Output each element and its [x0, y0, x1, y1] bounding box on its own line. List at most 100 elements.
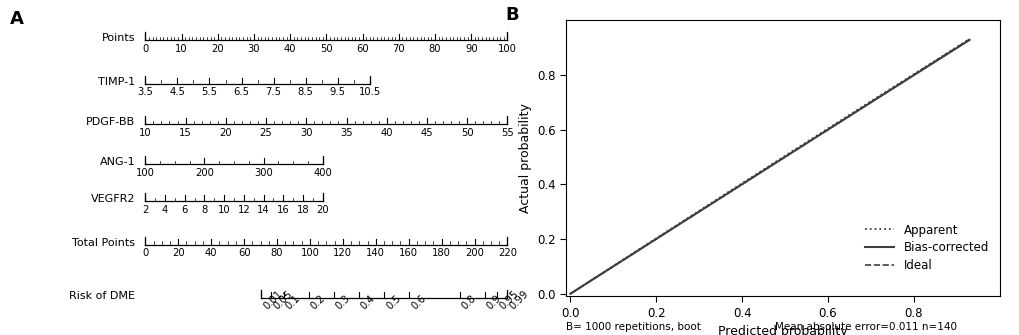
Text: A: A [10, 10, 24, 28]
Text: 12: 12 [237, 205, 250, 215]
Text: 90: 90 [465, 44, 477, 54]
Text: 0.95: 0.95 [497, 288, 520, 311]
Text: 80: 80 [270, 248, 283, 258]
Bias-corrected [801, 140, 813, 144]
Text: 10: 10 [175, 44, 187, 54]
Text: 10: 10 [139, 128, 152, 138]
Text: 30: 30 [248, 44, 260, 54]
Text: 8: 8 [201, 205, 208, 215]
Ideal [900, 77, 912, 81]
Apparent [808, 135, 820, 139]
Ideal [566, 291, 578, 295]
Text: 5.5: 5.5 [202, 87, 217, 97]
Text: 0.3: 0.3 [334, 293, 352, 311]
Text: 0.2: 0.2 [309, 293, 327, 311]
Text: 70: 70 [392, 44, 405, 54]
Ideal [564, 292, 576, 296]
Line: Apparent: Apparent [570, 39, 969, 294]
Text: 30: 30 [300, 128, 312, 138]
Bias-corrected [925, 62, 937, 66]
Text: 15: 15 [179, 128, 192, 138]
Line: Ideal: Ideal [570, 39, 969, 294]
Text: 0.8: 0.8 [460, 293, 478, 311]
Text: 100: 100 [497, 44, 517, 54]
Apparent [566, 291, 578, 295]
Bias-corrected [800, 141, 812, 145]
Text: 6: 6 [181, 205, 187, 215]
Text: 20: 20 [316, 205, 329, 215]
Text: 4.5: 4.5 [169, 87, 185, 97]
Text: 50: 50 [320, 44, 332, 54]
Text: 0: 0 [142, 248, 149, 258]
Text: ANG-1: ANG-1 [100, 157, 135, 168]
Text: 0.99: 0.99 [507, 288, 530, 311]
Text: B: B [505, 6, 519, 24]
Text: 40: 40 [283, 44, 297, 54]
Ideal [801, 140, 813, 144]
Text: 50: 50 [461, 128, 473, 138]
Text: B= 1000 repetitions, boot: B= 1000 repetitions, boot [566, 322, 700, 332]
Text: PDGF-BB: PDGF-BB [86, 117, 135, 127]
Text: 20: 20 [211, 44, 224, 54]
Text: 4: 4 [162, 205, 168, 215]
Text: Points: Points [102, 34, 135, 44]
Text: 35: 35 [340, 128, 353, 138]
Text: 45: 45 [420, 128, 433, 138]
Text: 40: 40 [205, 248, 217, 258]
Text: 10.5: 10.5 [359, 87, 381, 97]
Text: Risk of DME: Risk of DME [69, 291, 135, 302]
Bias-corrected [900, 78, 912, 82]
Text: Total Points: Total Points [72, 238, 135, 248]
Text: 7.5: 7.5 [265, 87, 281, 97]
Text: 120: 120 [333, 248, 352, 258]
Text: VEGFR2: VEGFR2 [91, 194, 135, 204]
Text: 0.4: 0.4 [359, 293, 377, 311]
Text: 55: 55 [500, 128, 514, 138]
Apparent [800, 140, 812, 144]
Text: 18: 18 [297, 205, 309, 215]
Text: 60: 60 [237, 248, 251, 258]
Ideal [963, 37, 975, 41]
Text: Mean absolute error=0.011 n=140: Mean absolute error=0.011 n=140 [774, 322, 956, 332]
Text: 180: 180 [432, 248, 450, 258]
Text: 40: 40 [380, 128, 392, 138]
Text: 14: 14 [257, 205, 270, 215]
Ideal [925, 61, 937, 65]
Apparent [564, 292, 576, 296]
X-axis label: Predicted probability: Predicted probability [717, 325, 847, 335]
Text: 220: 220 [497, 248, 517, 258]
Text: TIMP-1: TIMP-1 [98, 77, 135, 87]
Text: 200: 200 [465, 248, 483, 258]
Text: 0.9: 0.9 [484, 293, 502, 311]
Ideal [800, 141, 812, 145]
Text: 0: 0 [142, 44, 149, 54]
Text: 20: 20 [219, 128, 232, 138]
Text: 2: 2 [142, 205, 149, 215]
Bias-corrected [564, 292, 576, 296]
Apparent [900, 76, 912, 80]
Text: 100: 100 [136, 168, 155, 178]
Apparent [801, 139, 813, 143]
Ideal [808, 136, 820, 140]
Text: 0.05: 0.05 [271, 288, 293, 311]
Text: 6.5: 6.5 [233, 87, 250, 97]
Bias-corrected [808, 136, 820, 140]
Text: 140: 140 [366, 248, 385, 258]
Text: 9.5: 9.5 [329, 87, 345, 97]
Text: 300: 300 [254, 168, 273, 178]
Text: 8.5: 8.5 [298, 87, 313, 97]
Apparent [963, 37, 975, 41]
Text: 60: 60 [356, 44, 369, 54]
Y-axis label: Actual probability: Actual probability [518, 104, 531, 213]
Text: 25: 25 [260, 128, 272, 138]
Text: 400: 400 [313, 168, 332, 178]
Apparent [925, 61, 937, 65]
Text: 80: 80 [428, 44, 441, 54]
Legend: Apparent, Bias-corrected, Ideal: Apparent, Bias-corrected, Ideal [859, 219, 993, 277]
Bias-corrected [566, 291, 578, 295]
Text: 20: 20 [172, 248, 184, 258]
Text: 0.5: 0.5 [384, 293, 403, 311]
Text: 0.6: 0.6 [409, 293, 427, 311]
Line: Bias-corrected: Bias-corrected [570, 40, 969, 294]
Text: 100: 100 [301, 248, 319, 258]
